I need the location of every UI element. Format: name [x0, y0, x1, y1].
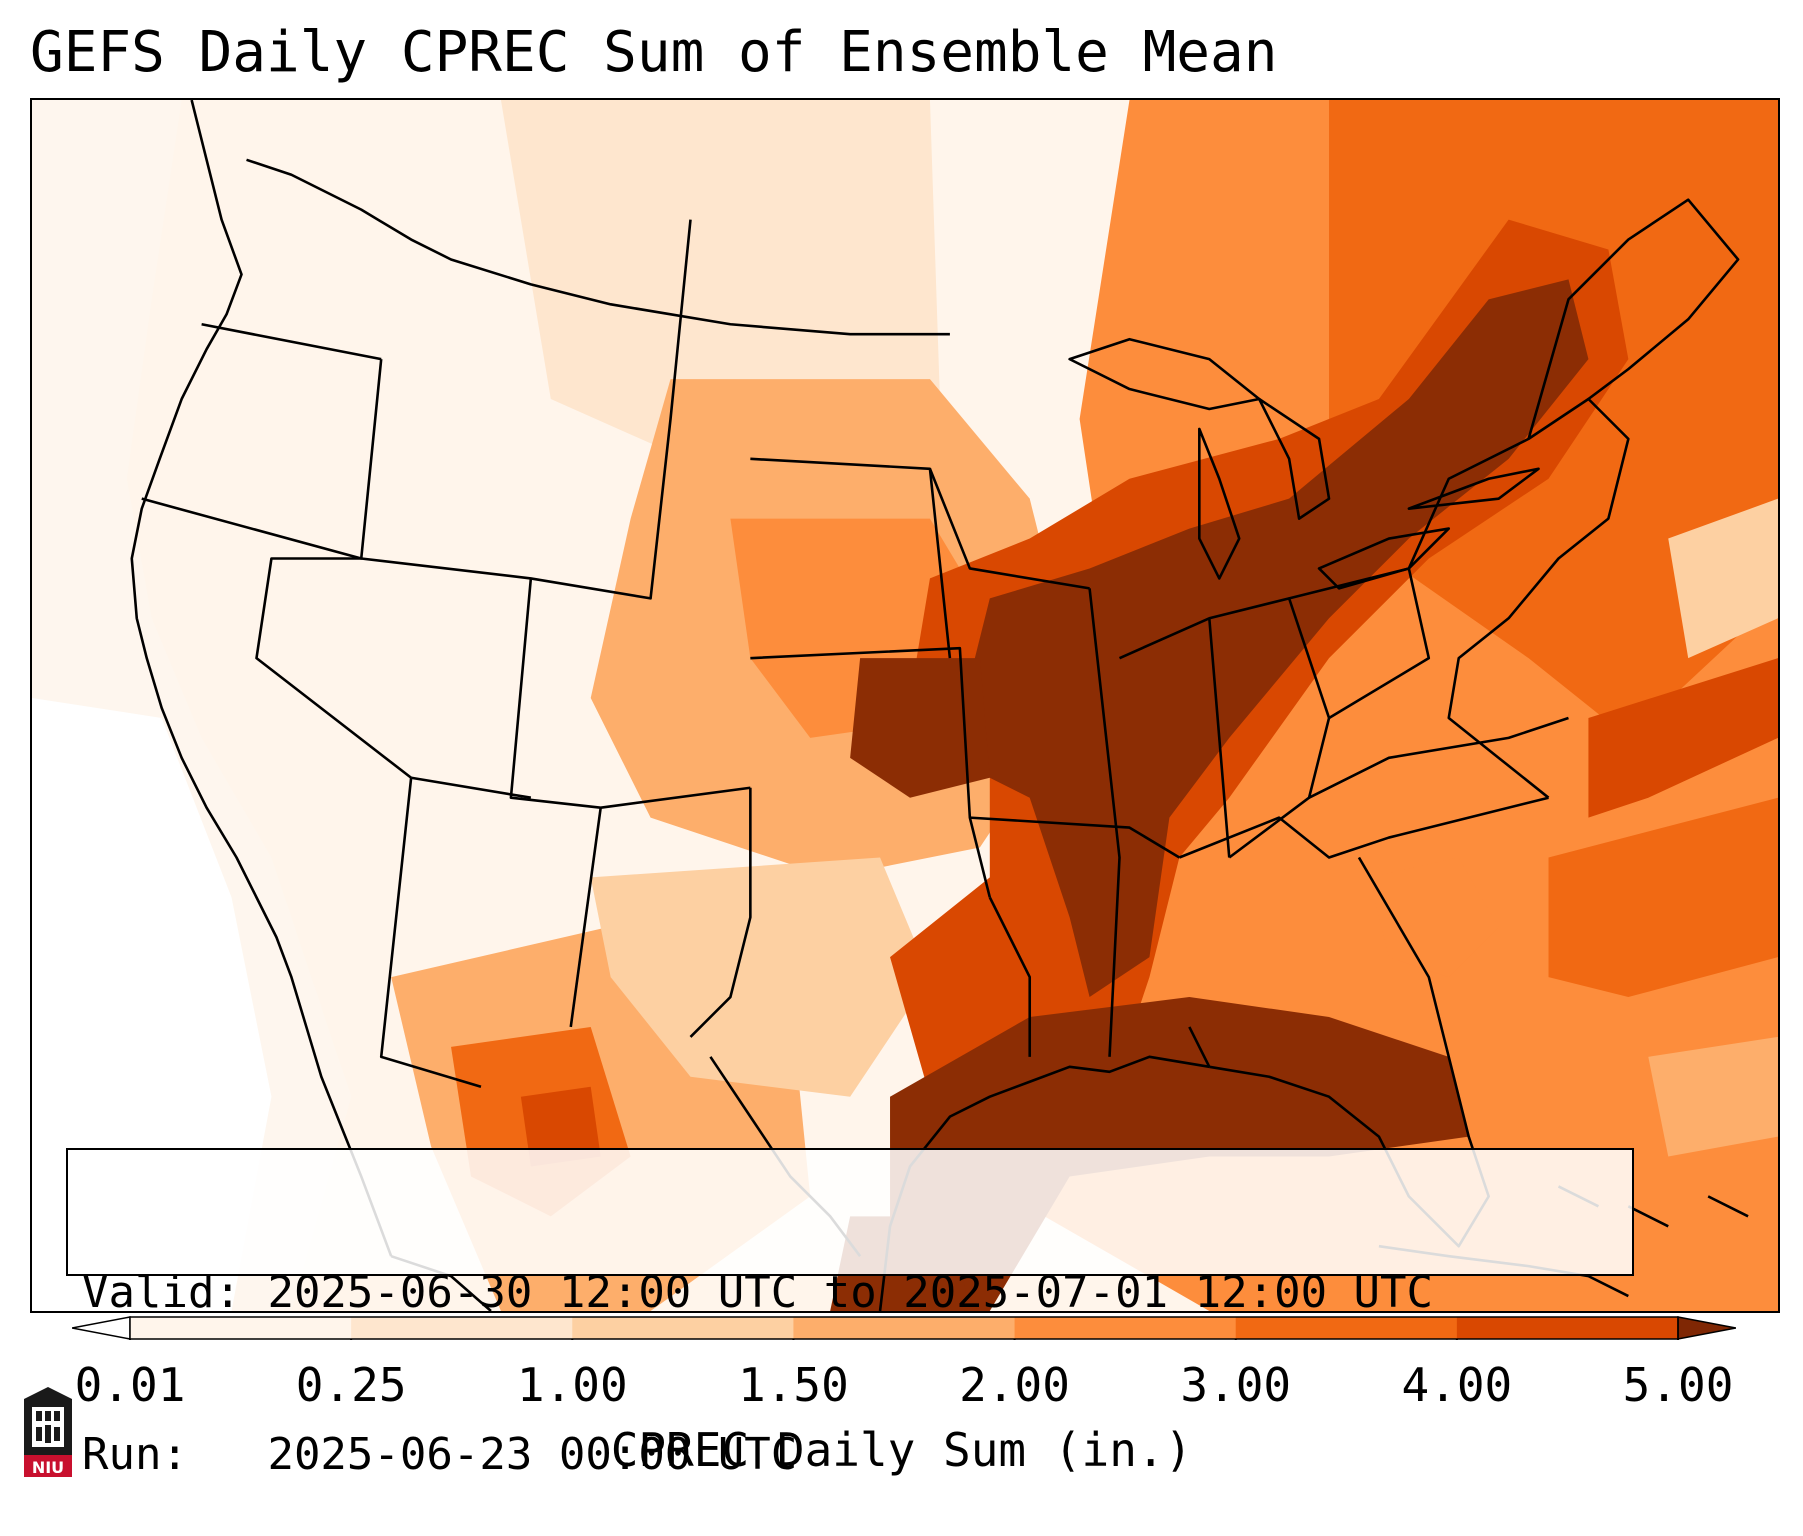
colorbar-tick-label: 1.50: [738, 1358, 849, 1412]
run-label: Run:: [82, 1429, 188, 1480]
colorbar-tick-label: 4.00: [1401, 1358, 1513, 1412]
valid-line: Valid: 2025-06-30 12:00 UTC to 2025-07-0…: [82, 1266, 1618, 1320]
colorbar-under-triangle: [72, 1316, 131, 1340]
validity-info-box: Valid: 2025-06-30 12:00 UTC to 2025-07-0…: [66, 1148, 1634, 1480]
colorbar-tick-label: 2.00: [959, 1358, 1070, 1412]
map-canvas: [32, 100, 1778, 1311]
colorbar-segment: [1014, 1317, 1237, 1339]
precipitation-map: [30, 98, 1780, 1313]
colorbar-segment: [793, 1317, 1016, 1339]
colorbar-tick-labels: 0.01 0.25 1.00 1.50 2.00 3.00 4.00 5.00: [0, 1357, 1803, 1417]
niu-logo-text: NIU: [31, 1458, 65, 1477]
colorbar-over-triangle: [1677, 1316, 1736, 1340]
colorbar-outline: [129, 1316, 1679, 1340]
colorbar-tick-label: 3.00: [1180, 1358, 1292, 1412]
colorbar-tick-label: 0.01: [74, 1358, 186, 1412]
valid-value: 2025-06-30 12:00 UTC to 2025-07-01 12:00…: [267, 1267, 1434, 1318]
map-title: GEFS Daily CPREC Sum of Ensemble Mean: [30, 20, 1278, 85]
niu-logo: NIU: [20, 1385, 76, 1481]
colorbar-segment: [351, 1317, 573, 1339]
colorbar-label: CPREC Daily Sum (in.): [610, 1423, 1193, 1477]
colorbar-segment: [572, 1317, 794, 1339]
run-line: Run: 2025-06-23 00:00 UTC: [82, 1428, 1618, 1482]
colorbar-tick-label: 0.25: [295, 1358, 407, 1412]
colorbar: [72, 1316, 1736, 1340]
valid-label: Valid:: [82, 1267, 241, 1318]
colorbar-tick-label: 1.00: [516, 1358, 628, 1412]
niu-logo-icon: [24, 1387, 72, 1477]
colorbar-segment: [1456, 1317, 1679, 1339]
colorbar-tick-label: 5.00: [1622, 1358, 1734, 1412]
colorbar-segments: [72, 1316, 1736, 1340]
colorbar-segment: [130, 1317, 352, 1339]
run-value: 2025-06-23 00:00 UTC: [267, 1429, 798, 1480]
colorbar-segment: [1235, 1317, 1458, 1339]
